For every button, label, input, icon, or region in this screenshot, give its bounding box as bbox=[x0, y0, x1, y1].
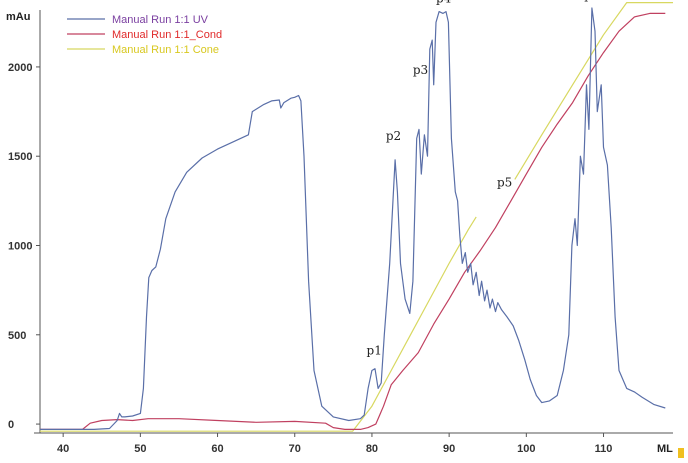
axes bbox=[34, 10, 673, 434]
legend-label-uv: Manual Run 1:1 UV bbox=[112, 14, 209, 26]
x-tick-label: 100 bbox=[517, 443, 535, 455]
y-tick-label: 0 bbox=[8, 419, 14, 431]
peak-annotations: p1 p2 p3 p4 p5 p6 bbox=[367, 0, 600, 357]
x-axis-label: ML bbox=[657, 443, 673, 455]
series-line-cone-segment-1 bbox=[40, 216, 477, 432]
peak-label-p4: p4 bbox=[436, 0, 452, 6]
x-tick-label: 40 bbox=[57, 443, 69, 455]
x-tick-label: 90 bbox=[443, 443, 455, 455]
legend: Manual Run 1:1 UV Manual Run 1:1_Cond Ma… bbox=[67, 14, 222, 56]
legend-label-cond: Manual Run 1:1_Cond bbox=[112, 29, 222, 41]
x-tick-label: 70 bbox=[289, 443, 301, 455]
series-line-uv bbox=[40, 7, 666, 430]
series-line-cond bbox=[40, 12, 666, 430]
peak-label-p5: p5 bbox=[497, 176, 512, 190]
legend-item-cond: Manual Run 1:1_Cond bbox=[67, 29, 222, 41]
y-tick-label: 1500 bbox=[8, 151, 32, 163]
corner-marker bbox=[678, 448, 684, 458]
peak-label-p3: p3 bbox=[413, 63, 428, 77]
y-ticks: 0 500 1000 1500 2000 bbox=[8, 62, 40, 431]
peak-label-p2: p2 bbox=[386, 129, 401, 143]
y-tick-label: 500 bbox=[8, 330, 26, 342]
legend-item-cone: Manual Run 1:1 Cone bbox=[67, 44, 219, 56]
x-tick-label: 80 bbox=[366, 443, 378, 455]
y-axis-label: mAu bbox=[6, 11, 30, 23]
series-lines bbox=[40, 2, 673, 432]
peak-label-p6: p6 bbox=[584, 0, 599, 2]
x-tick-label: 50 bbox=[134, 443, 146, 455]
series-line-cone-segment-2 bbox=[514, 2, 673, 180]
peak-label-p1: p1 bbox=[367, 343, 382, 357]
x-tick-label: 60 bbox=[211, 443, 223, 455]
x-tick-label: 110 bbox=[595, 443, 613, 455]
y-tick-label: 1000 bbox=[8, 241, 32, 253]
legend-item-uv: Manual Run 1:1 UV bbox=[67, 14, 209, 26]
x-ticks: 40 50 60 70 80 90 100 110 bbox=[57, 433, 612, 455]
y-tick-label: 2000 bbox=[8, 62, 32, 74]
legend-label-cone: Manual Run 1:1 Cone bbox=[112, 44, 219, 56]
